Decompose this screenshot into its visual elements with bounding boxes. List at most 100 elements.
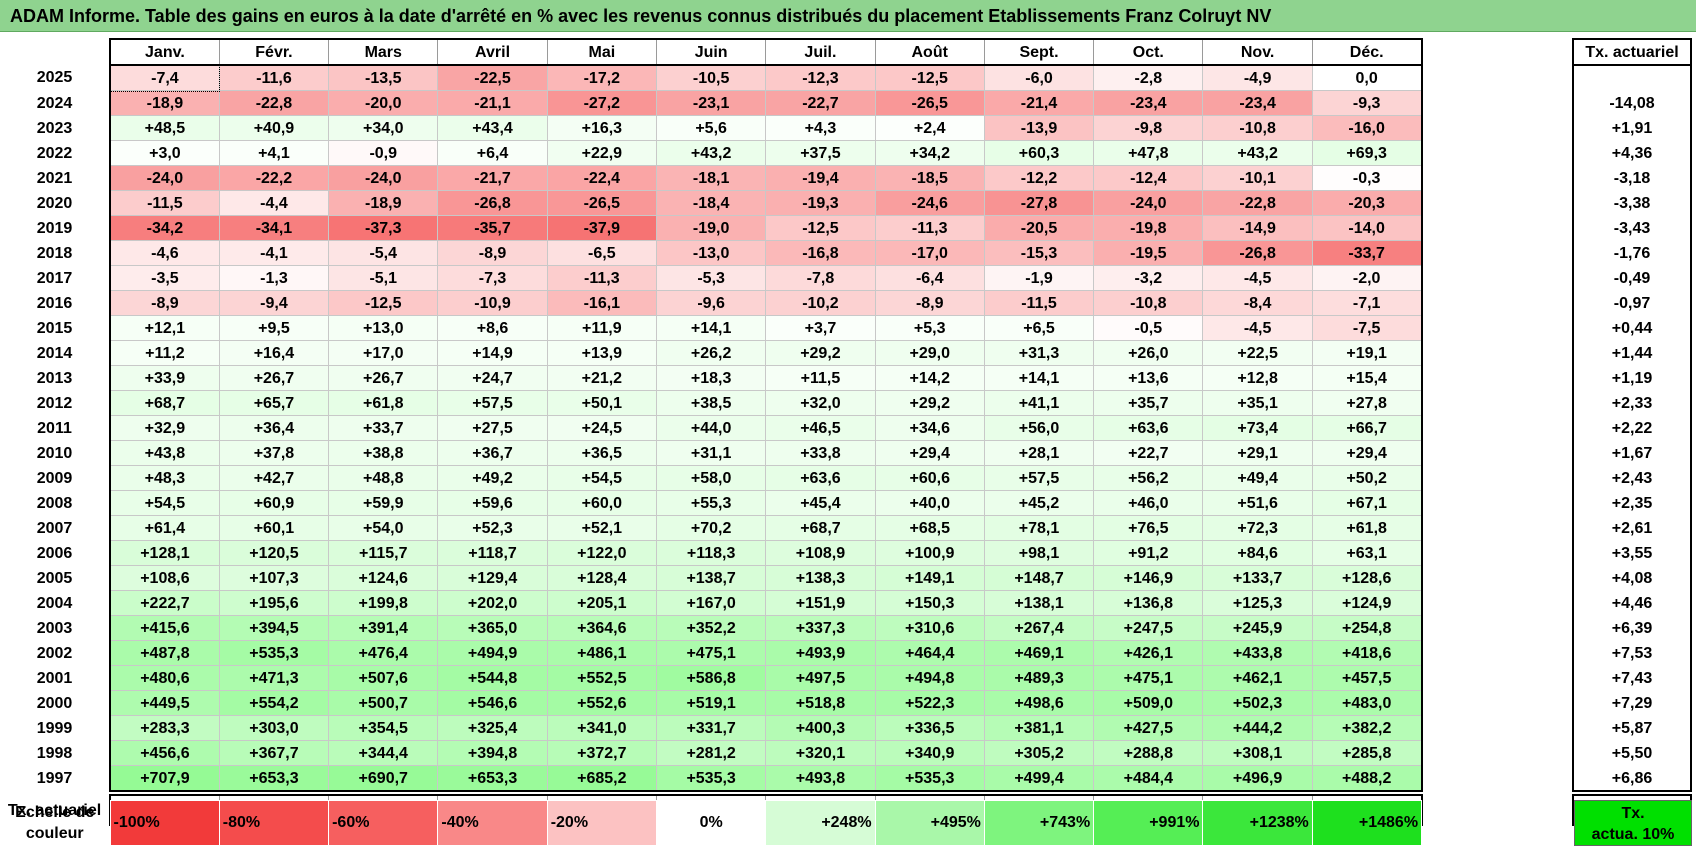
- gain-cell[interactable]: -7,3: [437, 265, 548, 291]
- gain-cell[interactable]: +3,7: [765, 315, 876, 341]
- gain-cell[interactable]: +32,9: [108, 415, 220, 441]
- gain-cell[interactable]: +586,8: [655, 665, 767, 691]
- gain-cell[interactable]: -4,5: [1202, 315, 1313, 341]
- gain-cell[interactable]: +415,6: [108, 615, 220, 641]
- gain-cell[interactable]: +535,3: [874, 765, 985, 792]
- gain-cell[interactable]: +76,5: [1093, 515, 1204, 541]
- gain-cell[interactable]: -13,9: [983, 115, 1095, 141]
- gain-cell[interactable]: +502,3: [1202, 690, 1313, 716]
- gain-cell[interactable]: +14,2: [874, 365, 985, 391]
- gain-cell[interactable]: +63,6: [1093, 415, 1204, 441]
- gain-cell[interactable]: +499,4: [983, 765, 1095, 792]
- gain-cell[interactable]: +427,5: [1093, 715, 1204, 741]
- gain-cell[interactable]: +391,4: [328, 615, 439, 641]
- gain-cell[interactable]: -10,2: [765, 290, 876, 316]
- gain-cell[interactable]: -33,7: [1311, 240, 1423, 266]
- gain-cell[interactable]: +522,3: [874, 690, 985, 716]
- gain-cell[interactable]: +38,5: [655, 390, 767, 416]
- gain-cell[interactable]: +457,5: [1311, 665, 1423, 691]
- actuarial-cell[interactable]: +2,61: [1572, 515, 1692, 541]
- gain-cell[interactable]: +6,5: [983, 315, 1095, 341]
- gain-cell[interactable]: -35,7: [437, 215, 548, 241]
- gain-cell[interactable]: -24,0: [328, 165, 439, 191]
- gain-cell[interactable]: +382,2: [1311, 715, 1423, 741]
- gain-cell[interactable]: +487,8: [108, 640, 220, 666]
- gain-cell[interactable]: -7,4: [108, 64, 221, 92]
- actuarial-cell[interactable]: +5,50: [1572, 740, 1692, 766]
- gain-cell[interactable]: +331,7: [655, 715, 767, 741]
- gain-cell[interactable]: +2,4: [874, 115, 985, 141]
- gain-cell[interactable]: -26,8: [437, 190, 548, 216]
- gain-cell[interactable]: +552,6: [546, 690, 657, 716]
- gain-cell[interactable]: +45,4: [765, 490, 876, 516]
- actuarial-cell[interactable]: +2,43: [1572, 465, 1692, 491]
- gain-cell[interactable]: +449,5: [108, 690, 220, 716]
- gain-cell[interactable]: +418,6: [1311, 640, 1423, 666]
- gain-cell[interactable]: +108,6: [108, 565, 220, 591]
- gain-cell[interactable]: +5,3: [874, 315, 985, 341]
- gain-cell[interactable]: +48,8: [328, 465, 439, 491]
- gain-cell[interactable]: +33,8: [765, 440, 876, 466]
- gain-cell[interactable]: +367,7: [218, 740, 330, 766]
- actuarial-cell[interactable]: -3,43: [1572, 215, 1692, 241]
- gain-cell[interactable]: +685,2: [546, 765, 657, 792]
- gain-cell[interactable]: -5,3: [655, 265, 767, 291]
- gain-cell[interactable]: -18,9: [328, 190, 439, 216]
- gain-cell[interactable]: +128,4: [546, 565, 657, 591]
- gain-cell[interactable]: +480,6: [108, 665, 220, 691]
- gain-cell[interactable]: -26,8: [1202, 240, 1313, 266]
- gain-cell[interactable]: +245,9: [1202, 615, 1313, 641]
- gain-cell[interactable]: -8,9: [874, 290, 985, 316]
- actuarial-cell[interactable]: +6,39: [1572, 615, 1692, 641]
- gain-cell[interactable]: -1,3: [218, 265, 330, 291]
- gain-cell[interactable]: -19,0: [655, 215, 767, 241]
- gain-cell[interactable]: -8,9: [437, 240, 548, 266]
- gain-cell[interactable]: +365,0: [437, 615, 548, 641]
- gain-cell[interactable]: +151,9: [765, 590, 876, 616]
- gain-cell[interactable]: +17,0: [328, 340, 439, 366]
- gain-cell[interactable]: -9,8: [1093, 115, 1204, 141]
- gain-cell[interactable]: +281,2: [655, 740, 767, 766]
- gain-cell[interactable]: -22,8: [218, 90, 330, 116]
- gain-cell[interactable]: -1,9: [983, 265, 1095, 291]
- gain-cell[interactable]: +3,0: [108, 140, 220, 166]
- actuarial-cell[interactable]: [1572, 65, 1692, 91]
- gain-cell[interactable]: +34,0: [328, 115, 439, 141]
- gain-cell[interactable]: +128,6: [1311, 565, 1423, 591]
- gain-cell[interactable]: +29,2: [874, 390, 985, 416]
- gain-cell[interactable]: +426,1: [1093, 640, 1204, 666]
- gain-cell[interactable]: +48,3: [108, 465, 220, 491]
- actuarial-cell[interactable]: +1,91: [1572, 115, 1692, 141]
- gain-cell[interactable]: +42,7: [218, 465, 330, 491]
- gain-cell[interactable]: +26,7: [218, 365, 330, 391]
- gain-cell[interactable]: +32,0: [765, 390, 876, 416]
- actuarial-cell[interactable]: +7,53: [1572, 640, 1692, 666]
- gain-cell[interactable]: -5,4: [328, 240, 439, 266]
- gain-cell[interactable]: +24,7: [437, 365, 548, 391]
- actuarial-cell[interactable]: +4,08: [1572, 565, 1692, 591]
- gain-cell[interactable]: +341,0: [546, 715, 657, 741]
- gain-cell[interactable]: -20,5: [983, 215, 1095, 241]
- gain-cell[interactable]: -11,3: [546, 265, 657, 291]
- gain-cell[interactable]: -27,2: [546, 90, 657, 116]
- gain-cell[interactable]: +488,2: [1311, 765, 1423, 792]
- gain-cell[interactable]: -3,5: [108, 265, 220, 291]
- gain-cell[interactable]: +13,6: [1093, 365, 1204, 391]
- gain-cell[interactable]: +29,2: [765, 340, 876, 366]
- gain-cell[interactable]: +456,6: [108, 740, 220, 766]
- gain-cell[interactable]: +12,8: [1202, 365, 1313, 391]
- gain-cell[interactable]: +56,2: [1093, 465, 1204, 491]
- gain-cell[interactable]: +60,9: [218, 490, 330, 516]
- gain-cell[interactable]: +63,6: [765, 465, 876, 491]
- gain-cell[interactable]: +54,0: [328, 515, 439, 541]
- gain-cell[interactable]: -18,5: [874, 165, 985, 191]
- gain-cell[interactable]: -12,5: [874, 64, 985, 91]
- gain-cell[interactable]: +310,6: [874, 615, 985, 641]
- gain-cell[interactable]: +107,3: [218, 565, 330, 591]
- gain-cell[interactable]: +19,1: [1311, 340, 1423, 366]
- gain-cell[interactable]: -12,2: [983, 165, 1095, 191]
- gain-cell[interactable]: +138,3: [765, 565, 876, 591]
- actuarial-cell[interactable]: +6,86: [1572, 765, 1692, 792]
- gain-cell[interactable]: +68,5: [874, 515, 985, 541]
- gain-cell[interactable]: +707,9: [108, 765, 220, 792]
